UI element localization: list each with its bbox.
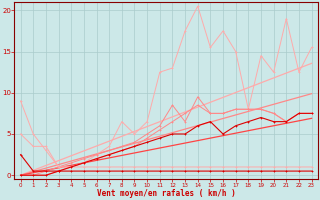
X-axis label: Vent moyen/en rafales ( km/h ): Vent moyen/en rafales ( km/h ) xyxy=(97,189,236,198)
